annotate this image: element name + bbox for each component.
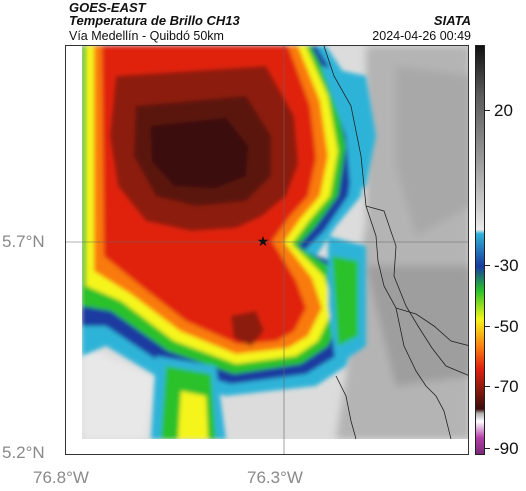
lat-tick-label: 5.7°N: [2, 232, 45, 251]
colorbar-tick: [485, 265, 490, 266]
colorbar-tick: [485, 386, 490, 387]
lon-tick-label: 76.8°W: [33, 468, 89, 487]
satellite-title: GOES-EAST: [69, 0, 146, 15]
organization-label: SIATA: [433, 13, 471, 28]
lat-tick-label: 5.2°N: [2, 443, 45, 462]
brightness-temperature-map: ★: [66, 46, 468, 454]
colorbar: [475, 45, 485, 455]
timestamp-label: 2024-04-26 00:49: [372, 29, 471, 43]
location-star-icon: ★: [257, 234, 270, 250]
product-title: Temperatura de Brillo CH13: [69, 13, 240, 28]
lon-tick-label: 76.3°W: [247, 468, 303, 487]
colorbar-label: -90: [494, 439, 519, 458]
colorbar-tick: [485, 448, 490, 449]
colorbar-label: -50: [494, 317, 519, 336]
colorbar-tick: [485, 110, 490, 111]
colorbar-tick: [485, 326, 490, 327]
region-label: Vía Medellín - Quibdó 50km: [69, 29, 224, 43]
colorbar-label: 20: [494, 101, 513, 120]
political-borders: [323, 46, 468, 440]
map-left-margin: [66, 46, 82, 454]
colorbar-label: -30: [494, 256, 519, 275]
map-bottom-margin: [66, 439, 468, 454]
cloud-system: [82, 46, 376, 439]
map-panel[interactable]: ★: [65, 45, 469, 455]
colorbar-label: -70: [494, 377, 519, 396]
